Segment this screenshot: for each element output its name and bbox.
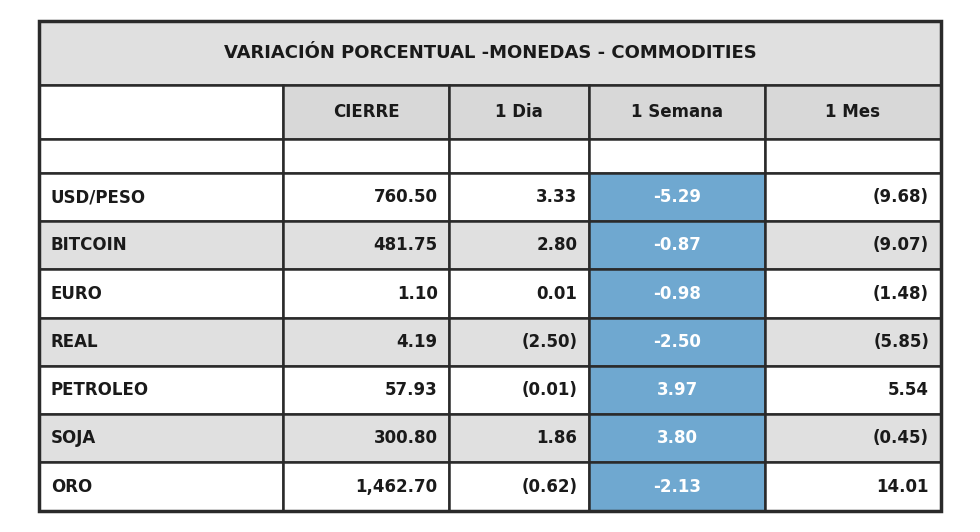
Bar: [589, 318, 765, 366]
Bar: [765, 139, 941, 173]
Text: 1 Mes: 1 Mes: [825, 103, 880, 121]
Bar: [450, 462, 589, 511]
Bar: [450, 318, 589, 366]
Text: 3.97: 3.97: [657, 381, 698, 399]
Bar: [450, 414, 589, 462]
Bar: [282, 270, 450, 318]
Bar: [765, 366, 941, 414]
Bar: [450, 366, 589, 414]
Bar: [282, 85, 450, 139]
Text: 481.75: 481.75: [373, 236, 438, 254]
Bar: [39, 462, 282, 511]
Bar: [282, 139, 450, 173]
Text: (2.50): (2.50): [521, 333, 577, 351]
Bar: [589, 414, 765, 462]
Bar: [589, 270, 765, 318]
Bar: [282, 462, 450, 511]
Text: SOJA: SOJA: [51, 429, 96, 447]
Text: 1 Semana: 1 Semana: [631, 103, 723, 121]
Bar: [282, 221, 450, 270]
Text: 1 Dia: 1 Dia: [496, 103, 543, 121]
Text: (9.68): (9.68): [873, 188, 929, 206]
Text: (0.45): (0.45): [873, 429, 929, 447]
Bar: [282, 366, 450, 414]
Bar: [282, 318, 450, 366]
Text: -5.29: -5.29: [653, 188, 701, 206]
Bar: [450, 270, 589, 318]
Text: (0.62): (0.62): [521, 478, 577, 496]
Bar: [450, 221, 589, 270]
Bar: [589, 139, 765, 173]
Bar: [765, 318, 941, 366]
Text: 1,462.70: 1,462.70: [356, 478, 438, 496]
Text: 14.01: 14.01: [876, 478, 929, 496]
Bar: [765, 221, 941, 270]
Bar: [39, 85, 282, 139]
Text: (5.85): (5.85): [873, 333, 929, 351]
Text: (0.01): (0.01): [521, 381, 577, 399]
Text: PETROLEO: PETROLEO: [51, 381, 149, 399]
Bar: [589, 221, 765, 270]
Bar: [589, 85, 765, 139]
Text: 760.50: 760.50: [373, 188, 438, 206]
Text: -2.13: -2.13: [653, 478, 701, 496]
Bar: [39, 414, 282, 462]
Text: 1.10: 1.10: [397, 285, 438, 303]
Text: VARIACIÓN PORCENTUAL -MONEDAS - COMMODITIES: VARIACIÓN PORCENTUAL -MONEDAS - COMMODIT…: [223, 44, 757, 62]
Text: 300.80: 300.80: [373, 429, 438, 447]
Text: (1.48): (1.48): [873, 285, 929, 303]
Bar: [589, 462, 765, 511]
Bar: [39, 366, 282, 414]
Bar: [589, 173, 765, 221]
Text: USD/PESO: USD/PESO: [51, 188, 146, 206]
Bar: [765, 414, 941, 462]
Bar: [39, 270, 282, 318]
Bar: [765, 462, 941, 511]
Bar: [765, 270, 941, 318]
Bar: [450, 173, 589, 221]
Bar: [589, 366, 765, 414]
Text: EURO: EURO: [51, 285, 103, 303]
Text: 2.80: 2.80: [536, 236, 577, 254]
Bar: [39, 221, 282, 270]
Text: 1.86: 1.86: [536, 429, 577, 447]
Text: 5.54: 5.54: [888, 381, 929, 399]
Bar: [450, 139, 589, 173]
Text: -2.50: -2.50: [653, 333, 701, 351]
Bar: [282, 414, 450, 462]
Bar: [450, 85, 589, 139]
Text: CIERRE: CIERRE: [333, 103, 399, 121]
Bar: [39, 21, 941, 85]
Bar: [765, 85, 941, 139]
Bar: [39, 318, 282, 366]
Text: -0.87: -0.87: [653, 236, 701, 254]
Text: BITCOIN: BITCOIN: [51, 236, 127, 254]
Text: 3.80: 3.80: [657, 429, 698, 447]
Text: -0.98: -0.98: [653, 285, 701, 303]
Text: ORO: ORO: [51, 478, 92, 496]
Text: 0.01: 0.01: [536, 285, 577, 303]
Text: (9.07): (9.07): [873, 236, 929, 254]
Text: 3.33: 3.33: [536, 188, 577, 206]
Bar: [39, 139, 282, 173]
Bar: [282, 173, 450, 221]
Text: 4.19: 4.19: [397, 333, 438, 351]
Text: 57.93: 57.93: [385, 381, 438, 399]
Bar: [765, 173, 941, 221]
Text: REAL: REAL: [51, 333, 99, 351]
Bar: [39, 173, 282, 221]
